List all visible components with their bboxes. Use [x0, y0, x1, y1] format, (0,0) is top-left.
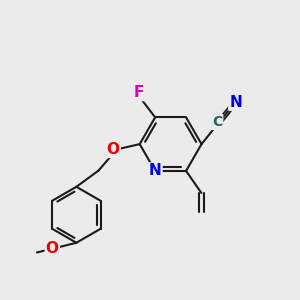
Text: O: O — [107, 142, 120, 157]
Text: F: F — [134, 85, 144, 100]
Text: O: O — [46, 241, 59, 256]
Text: C: C — [212, 115, 222, 129]
Text: N: N — [229, 95, 242, 110]
Text: N: N — [149, 164, 161, 178]
